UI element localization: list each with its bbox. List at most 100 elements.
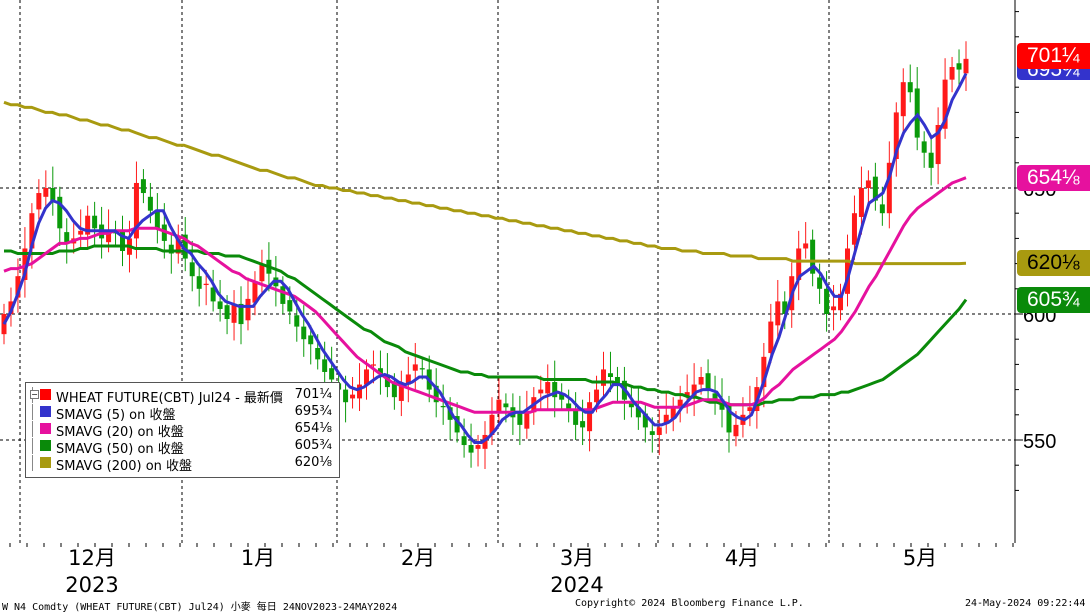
candle-body	[315, 348, 321, 360]
candle-body	[440, 405, 446, 408]
candle-body	[761, 356, 767, 388]
sma20-line	[3, 176, 967, 414]
legend-swatch	[40, 389, 51, 400]
legend-swatch	[40, 423, 51, 434]
candle-body	[238, 303, 244, 325]
candle-body	[85, 215, 91, 235]
legend-name: SMAVG (200) on 收盤	[56, 459, 193, 474]
candle-body	[287, 300, 293, 312]
candle-body	[879, 204, 885, 214]
candle-body	[726, 405, 732, 433]
legend-swatch	[40, 440, 51, 451]
candle-body	[405, 374, 411, 385]
price-tag: 701¼	[1017, 43, 1090, 69]
candle-body	[545, 382, 551, 394]
candle-body	[698, 377, 704, 385]
candle-body	[628, 403, 634, 408]
candle-body	[705, 373, 711, 390]
candle-body	[294, 315, 300, 327]
candle-body	[217, 301, 223, 309]
legend-name: SMAVG (50) on 收盤	[56, 442, 184, 457]
candle-body	[140, 179, 146, 194]
candle-body	[489, 414, 495, 435]
candle-body	[370, 364, 376, 366]
candle-body	[893, 112, 899, 160]
candle-body	[259, 263, 265, 282]
candle-body	[872, 176, 878, 201]
candle-body	[15, 276, 21, 298]
x-month-label: 12月	[68, 546, 116, 570]
candle-body	[503, 403, 509, 408]
candle-body	[573, 409, 579, 425]
x-month-label: 3月	[560, 546, 594, 570]
footer-copyright: Copyright© 2024 Bloomberg Finance L.P.	[575, 598, 804, 609]
candle-body	[566, 403, 572, 410]
candle-body	[712, 393, 718, 400]
candle-body	[363, 369, 369, 385]
legend-row: SMAVG (200) on 收盤 620⅛	[32, 455, 332, 474]
candle-body	[43, 188, 49, 197]
x-month-label: 1月	[241, 546, 275, 570]
candle-body	[663, 414, 669, 424]
candle-body	[677, 399, 683, 408]
candle-body	[642, 413, 648, 428]
candle-body	[175, 238, 181, 254]
candle-body	[252, 281, 258, 303]
candle-body	[649, 431, 655, 435]
candle-body	[942, 79, 948, 129]
candle-body	[231, 303, 237, 323]
candle-body	[810, 239, 816, 274]
candle-body	[468, 445, 474, 453]
x-month-label: 2月	[401, 546, 435, 570]
y-tick-label: 550	[1023, 431, 1056, 453]
legend-value: 654⅛	[294, 421, 332, 436]
candle-body	[496, 399, 502, 412]
candle-body	[308, 335, 314, 345]
collapse-icon[interactable]: −	[30, 390, 39, 399]
legend-value: 605¾	[294, 438, 332, 453]
candle-body	[768, 321, 774, 354]
legend-value: 701¼	[294, 387, 332, 402]
candle-body	[36, 193, 42, 210]
candle-body	[357, 384, 363, 399]
candle-body	[133, 182, 139, 239]
legend-tree-line	[32, 421, 39, 437]
candle-body	[203, 283, 209, 286]
sma200-line	[3, 100, 967, 266]
candle-body	[670, 407, 676, 419]
legend-row: SMAVG (50) on 收盤 605¾	[32, 438, 332, 457]
legend-swatch	[40, 406, 51, 417]
candle-body	[329, 368, 335, 380]
candle-body	[322, 359, 328, 372]
candle-body	[78, 230, 84, 235]
candle-body	[858, 188, 864, 217]
x-month-label: 5月	[903, 546, 937, 570]
candle-body	[851, 213, 857, 245]
candle-body	[50, 188, 56, 201]
candle-body	[398, 384, 404, 401]
x-axis: 12月 2023 1月 2月 3月 2024 4月 5月	[9, 543, 1014, 597]
x-year-label: 2024	[550, 573, 603, 597]
candle-body	[482, 434, 488, 449]
candle-body	[224, 305, 230, 320]
candle-body	[280, 286, 286, 304]
candle-body	[733, 424, 739, 437]
candle-body	[106, 230, 112, 243]
candle-body	[461, 436, 467, 446]
legend-tree-line	[32, 455, 39, 471]
candle-body	[656, 427, 662, 435]
candle-body	[601, 369, 607, 386]
legend-value: 695¾	[294, 404, 332, 419]
x-year-label: 2023	[65, 573, 118, 597]
price-tag: 620⅛	[1017, 250, 1090, 276]
legend-row: SMAVG (5) on 收盤 695¾	[32, 404, 332, 423]
candle-body	[928, 152, 934, 168]
candle-body	[635, 407, 641, 418]
candle-body	[196, 276, 202, 289]
legend: − WHEAT FUTURE(CBT) Jul24 - 最新價 701¼ SMAVG …	[25, 382, 340, 478]
candle-body	[29, 213, 35, 249]
candle-body	[559, 393, 565, 400]
candle-body	[956, 63, 962, 70]
candle-body	[949, 67, 955, 80]
